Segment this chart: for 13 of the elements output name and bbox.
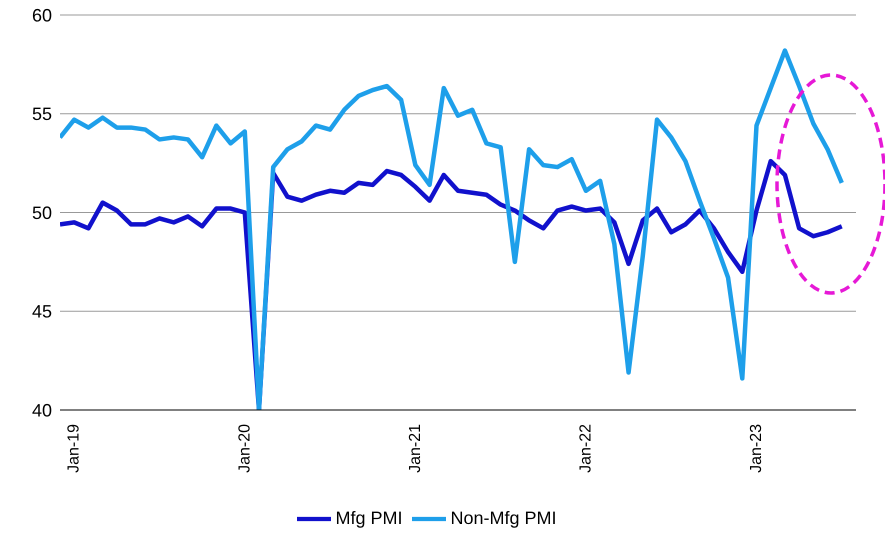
x-tick-label: Jan-22 [577,424,594,473]
y-tick-label: 55 [32,104,52,124]
x-tick-label: Jan-21 [406,424,424,473]
legend-label: Non-Mfg PMI [450,508,557,528]
y-tick-label: 40 [32,400,52,420]
y-tick-label: 60 [32,5,52,26]
y-tick-label: 45 [32,302,52,322]
y-tick-label: 50 [32,202,52,223]
x-tick-label: Jan-23 [748,424,765,473]
x-tick-label: Jan-19 [66,424,83,473]
x-tick-label: Jan-20 [236,424,254,473]
line-series [60,48,844,410]
legend-label: Mfg PMI [335,508,402,528]
